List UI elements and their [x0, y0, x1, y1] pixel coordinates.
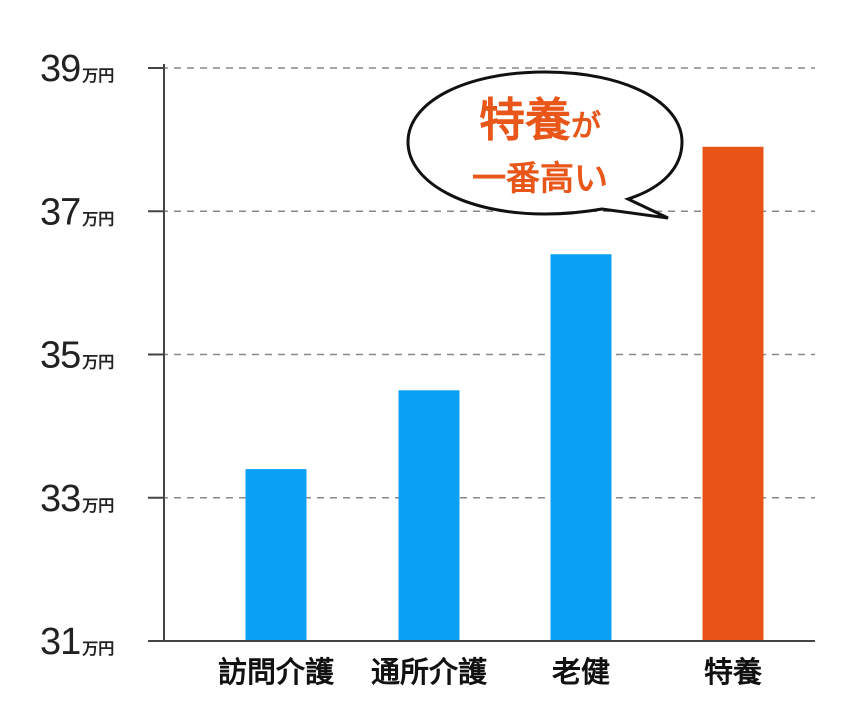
- y-tick-label: 31 万円: [40, 621, 114, 663]
- axes: [163, 64, 815, 642]
- bar-2: [398, 390, 460, 641]
- x-category-labels: 訪問介護 通所介護 老健 特養: [218, 655, 763, 689]
- x-category-label: 特養: [704, 655, 763, 689]
- bar-1: [245, 469, 307, 641]
- x-category-label: 訪問介護: [218, 655, 335, 689]
- annotation-line-2: 一番高い: [472, 159, 608, 199]
- bar-4: [702, 146, 764, 641]
- annotation-suffix: が: [571, 109, 601, 144]
- y-tick-label: 39 万円: [40, 48, 114, 90]
- speech-bubble-shape: [406, 70, 684, 220]
- y-tick-label: 37 万円: [40, 191, 114, 233]
- x-category-label: 老健: [552, 655, 610, 689]
- y-tick-label: 35 万円: [40, 335, 114, 377]
- speech-bubble-annotation: 特養が 一番高い: [406, 70, 684, 220]
- bar-3: [550, 254, 612, 641]
- annotation-emphasis: 特養: [479, 93, 571, 147]
- bars: [245, 146, 764, 641]
- annotation-line-1: 特養が: [479, 93, 601, 147]
- y-tick-label: 33 万円: [40, 478, 114, 520]
- x-category-label: 通所介護: [371, 655, 488, 689]
- y-tick-labels: 31 万円 33 万円 35 万円 37 万円 39 万円: [40, 48, 164, 663]
